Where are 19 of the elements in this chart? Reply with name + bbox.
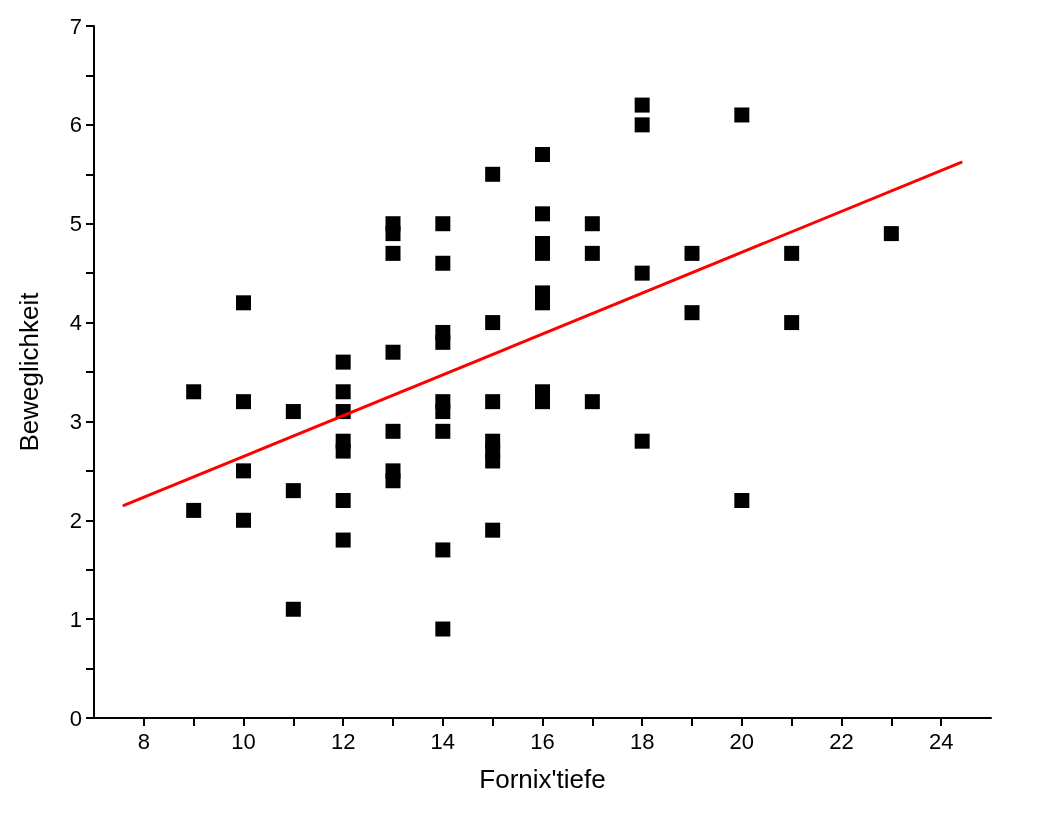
x-tick-label: 14 (430, 728, 456, 754)
x-tick-label: 10 (231, 728, 256, 754)
y-tick-label: 1 (69, 606, 82, 632)
y-tick-label: 7 (69, 13, 82, 39)
y-tick-label: 3 (69, 408, 82, 434)
x-tick-label: 18 (629, 728, 655, 754)
x-tick-label: 12 (330, 728, 356, 754)
y-tick-label: 6 (69, 112, 82, 138)
x-tick-label: 8 (137, 728, 150, 754)
x-axis-title: Fornix'tiefe (479, 764, 606, 794)
y-tick-label: 2 (69, 507, 82, 533)
y-tick-label: 0 (69, 705, 82, 731)
x-tick-label: 22 (829, 728, 854, 754)
x-tick-label: 16 (530, 728, 555, 754)
y-tick-label: 5 (69, 211, 82, 237)
y-tick-label: 4 (69, 310, 82, 336)
x-tick-label: 20 (729, 728, 755, 754)
y-axis-title: Beweglichkeit (14, 291, 44, 452)
x-tick-label: 24 (928, 728, 954, 754)
